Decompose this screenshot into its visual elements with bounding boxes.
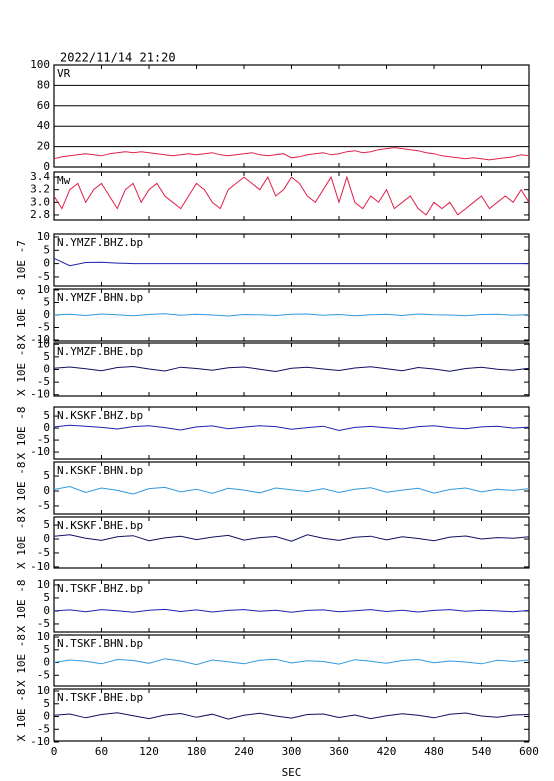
- trace: [53, 658, 530, 666]
- y-axis-label: X 10E -8: [15, 343, 28, 396]
- trace: [53, 257, 529, 267]
- x-tick-label: 540: [472, 745, 492, 758]
- y-tick-label: 80: [37, 78, 50, 91]
- y-axis-label: 10E -7: [15, 240, 28, 280]
- x-tick-label: 600: [519, 745, 539, 758]
- trace: [53, 534, 530, 542]
- trace: [53, 424, 530, 432]
- y-tick-label: -10: [30, 560, 50, 573]
- y-tick-label: 10: [37, 230, 50, 243]
- y-tick-label: -5: [37, 668, 50, 681]
- panel-title: N.TSKF.BHE.bp: [57, 691, 143, 704]
- y-axis-label: X 10E -8: [15, 407, 28, 460]
- y-tick-label: 0: [43, 257, 50, 270]
- y-tick-label: -5: [37, 499, 50, 512]
- trace: [53, 712, 530, 720]
- panel-title: N.YMZF.BHN.bp: [57, 291, 143, 304]
- panel-title: N.KSKF.BHZ.bp: [57, 409, 143, 422]
- y-tick-label: 60: [37, 99, 50, 112]
- y-tick-label: -5: [37, 617, 50, 630]
- y-tick-label: 0: [43, 656, 50, 669]
- panel-title: N.KSKF.BHN.bp: [57, 464, 143, 477]
- y-tick-label: 5: [43, 697, 50, 710]
- y-tick-label: 10: [37, 684, 50, 697]
- y-tick-label: -10: [30, 735, 50, 748]
- y-tick-label: 0: [43, 160, 50, 173]
- y-tick-label: 3.2: [30, 183, 50, 196]
- y-tick-label: 10: [37, 283, 50, 296]
- y-tick-label: 5: [43, 591, 50, 604]
- x-tick-label: 240: [234, 745, 254, 758]
- panel-title: N.YMZF.BHZ.bp: [57, 236, 143, 249]
- y-axis-label: X 10E -8: [15, 580, 28, 633]
- y-tick-label: 20: [37, 140, 50, 153]
- x-tick-label: 360: [329, 745, 349, 758]
- panel-title: N.TSKF.BHZ.bp: [57, 582, 143, 595]
- panel-title: N.TSKF.BHN.bp: [57, 637, 143, 650]
- x-tick-label: 0: [51, 745, 58, 758]
- y-tick-label: -10: [30, 388, 50, 401]
- trace: [53, 365, 530, 373]
- y-tick-label: -5: [37, 433, 50, 446]
- x-axis-label: SEC: [282, 766, 302, 779]
- y-tick-label: 5: [43, 643, 50, 656]
- y-tick-label: 10: [37, 630, 50, 643]
- y-tick-label: 3.4: [30, 170, 50, 183]
- panel-title: Mw: [57, 174, 71, 187]
- y-tick-label: 0: [43, 532, 50, 545]
- x-tick-label: 420: [377, 745, 397, 758]
- y-axis-label: X 10E -8: [15, 462, 28, 515]
- y-tick-label: 5: [43, 350, 50, 363]
- y-tick-label: -5: [37, 546, 50, 559]
- y-tick-label: -5: [37, 375, 50, 388]
- y-tick-label: 5: [43, 409, 50, 422]
- y-tick-label: 0: [43, 421, 50, 434]
- y-tick-label: 0: [43, 363, 50, 376]
- trace: [53, 147, 530, 161]
- y-tick-label: -10: [30, 333, 50, 346]
- panel-title: VR: [57, 67, 71, 80]
- y-tick-label: 100: [30, 58, 50, 71]
- timestamp: 2022/11/14 21:20: [60, 51, 176, 65]
- y-tick-label: 40: [37, 119, 50, 132]
- trace: [53, 313, 530, 317]
- y-axis-label: X 10E -8: [15, 516, 28, 569]
- y-tick-label: 0: [43, 308, 50, 321]
- panel-title: N.YMZF.BHE.bp: [57, 345, 143, 358]
- x-tick-label: 480: [424, 745, 444, 758]
- y-axis-label: X 10E -8: [15, 289, 28, 342]
- trace: [53, 485, 530, 495]
- y-tick-label: 0: [43, 484, 50, 497]
- trace: [53, 608, 530, 613]
- x-tick-label: 180: [187, 745, 207, 758]
- y-tick-label: -10: [30, 445, 50, 458]
- y-axis-label: X 10E -8: [15, 689, 28, 742]
- y-tick-label: 5: [43, 518, 50, 531]
- y-tick-label: -5: [37, 321, 50, 334]
- y-axis-label: X 10E -8: [15, 634, 28, 687]
- y-tick-label: 10: [37, 337, 50, 350]
- y-tick-label: 5: [43, 296, 50, 309]
- y-tick-label: 5: [43, 469, 50, 482]
- y-tick-label: 5: [43, 243, 50, 256]
- panel-title: N.KSKF.BHE.bp: [57, 519, 143, 532]
- y-tick-label: 2.8: [30, 208, 50, 221]
- y-tick-label: 3.0: [30, 195, 50, 208]
- y-tick-label: -5: [37, 722, 50, 735]
- panel-frame: [53, 171, 530, 221]
- trace: [53, 175, 530, 216]
- x-tick-label: 120: [139, 745, 159, 758]
- x-tick-label: 300: [282, 745, 302, 758]
- y-tick-label: 0: [43, 604, 50, 617]
- y-tick-label: -5: [37, 270, 50, 283]
- x-tick-label: 60: [95, 745, 108, 758]
- y-tick-label: 0: [43, 710, 50, 723]
- y-tick-label: 10: [37, 578, 50, 591]
